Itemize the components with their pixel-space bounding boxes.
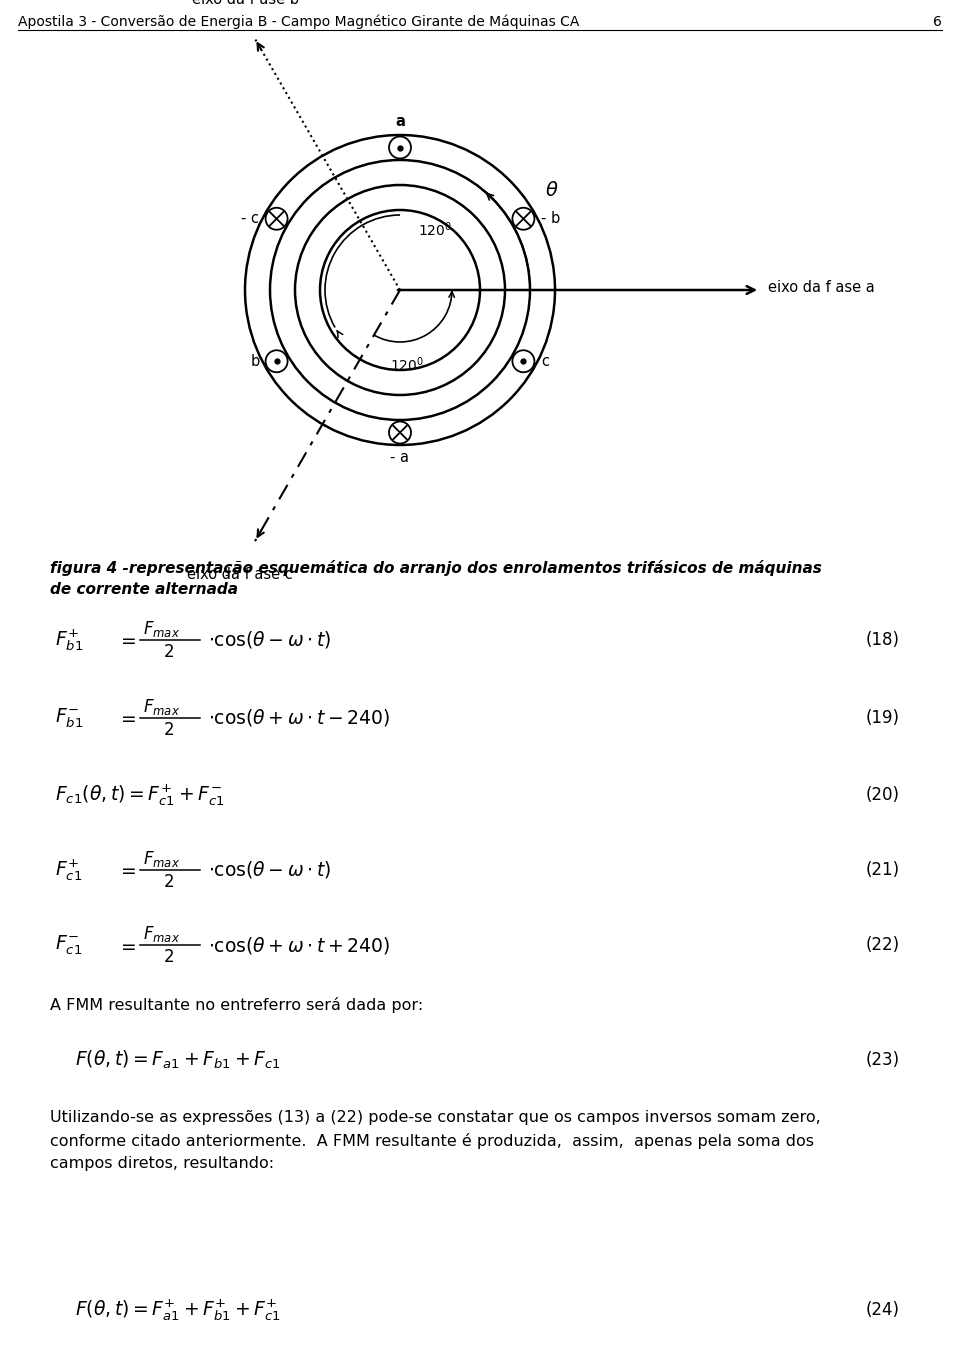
- Text: $F_{b1}^{-}$: $F_{b1}^{-}$: [55, 707, 84, 730]
- Text: $2$: $2$: [163, 874, 174, 891]
- Text: $F_{c1}^{+}$: $F_{c1}^{+}$: [55, 857, 83, 883]
- Text: $F_{max}$: $F_{max}$: [143, 849, 180, 869]
- Text: Apostila 3 - Conversão de Energia B - Campo Magnético Girante de Máquinas CA: Apostila 3 - Conversão de Energia B - Ca…: [18, 15, 580, 29]
- Text: $F_{max}$: $F_{max}$: [143, 924, 180, 945]
- Text: - a: - a: [391, 450, 410, 465]
- Text: c: c: [541, 354, 549, 369]
- Text: (20): (20): [866, 786, 900, 804]
- Text: eixo da f ase a: eixo da f ase a: [768, 280, 875, 295]
- Circle shape: [389, 137, 411, 159]
- Text: - b: - b: [541, 212, 561, 227]
- Text: $120^0$: $120^0$: [418, 220, 452, 239]
- Text: $\theta$: $\theta$: [545, 180, 559, 200]
- Text: $F(\theta , t) = F_{a1}^{+} + F_{b1}^{+} + F_{c1}^{+}$: $F(\theta , t) = F_{a1}^{+} + F_{b1}^{+}…: [75, 1297, 280, 1323]
- Text: (19): (19): [866, 709, 900, 727]
- Text: $=$: $=$: [117, 630, 136, 649]
- Text: eixo da f ase b: eixo da f ase b: [191, 0, 299, 7]
- Text: (18): (18): [866, 632, 900, 649]
- Text: b: b: [251, 354, 259, 369]
- Text: $2$: $2$: [163, 947, 174, 966]
- Circle shape: [266, 208, 288, 230]
- Text: (23): (23): [866, 1051, 900, 1069]
- Text: $F_{c1}(\theta , t) = F_{c1}^{+} + F_{c1}^{-}$: $F_{c1}(\theta , t) = F_{c1}^{+} + F_{c1…: [55, 782, 225, 808]
- Circle shape: [513, 208, 535, 230]
- Text: $2$: $2$: [163, 642, 174, 662]
- Text: $2$: $2$: [163, 720, 174, 740]
- Text: $\cdot \cos(\theta - \omega \cdot t)$: $\cdot \cos(\theta - \omega \cdot t)$: [208, 860, 331, 880]
- Text: $\cdot \cos(\theta - \omega \cdot t)$: $\cdot \cos(\theta - \omega \cdot t)$: [208, 629, 331, 651]
- Text: $F_{max}$: $F_{max}$: [143, 619, 180, 638]
- Text: (21): (21): [866, 861, 900, 879]
- Text: a: a: [396, 115, 405, 130]
- Text: eixo da f ase c: eixo da f ase c: [187, 567, 293, 582]
- Text: Utilizando-se as expressões (13) a (22) pode-se constatar que os campos inversos: Utilizando-se as expressões (13) a (22) …: [50, 1110, 821, 1172]
- Text: $120^0$: $120^0$: [390, 355, 424, 375]
- Circle shape: [513, 350, 535, 372]
- Text: $F_{c1}^{-}$: $F_{c1}^{-}$: [55, 934, 83, 957]
- Circle shape: [389, 421, 411, 443]
- Text: $F(\theta , t) = F_{a1} + F_{b1} + F_{c1}$: $F(\theta , t) = F_{a1} + F_{b1} + F_{c1…: [75, 1048, 280, 1072]
- Text: figura 4 -representação esquemática do arranjo dos enrolamentos trifásicos de má: figura 4 -representação esquemática do a…: [50, 560, 822, 597]
- Text: 6: 6: [933, 15, 942, 29]
- Text: (24): (24): [866, 1301, 900, 1319]
- Text: - c: - c: [241, 212, 258, 227]
- Circle shape: [266, 350, 288, 372]
- Text: $\cdot \cos(\theta + \omega \cdot t + 240)$: $\cdot \cos(\theta + \omega \cdot t + 24…: [208, 935, 390, 956]
- Text: (22): (22): [866, 936, 900, 954]
- Text: $=$: $=$: [117, 708, 136, 727]
- Text: $\cdot \cos(\theta + \omega \cdot t - 240)$: $\cdot \cos(\theta + \omega \cdot t - 24…: [208, 708, 390, 729]
- Text: $F_{max}$: $F_{max}$: [143, 697, 180, 718]
- Text: $=$: $=$: [117, 860, 136, 879]
- Text: $=$: $=$: [117, 935, 136, 954]
- Text: A FMM resultante no entreferro será dada por:: A FMM resultante no entreferro será dada…: [50, 997, 423, 1013]
- Text: $F_{b1}^{+}$: $F_{b1}^{+}$: [55, 627, 84, 653]
